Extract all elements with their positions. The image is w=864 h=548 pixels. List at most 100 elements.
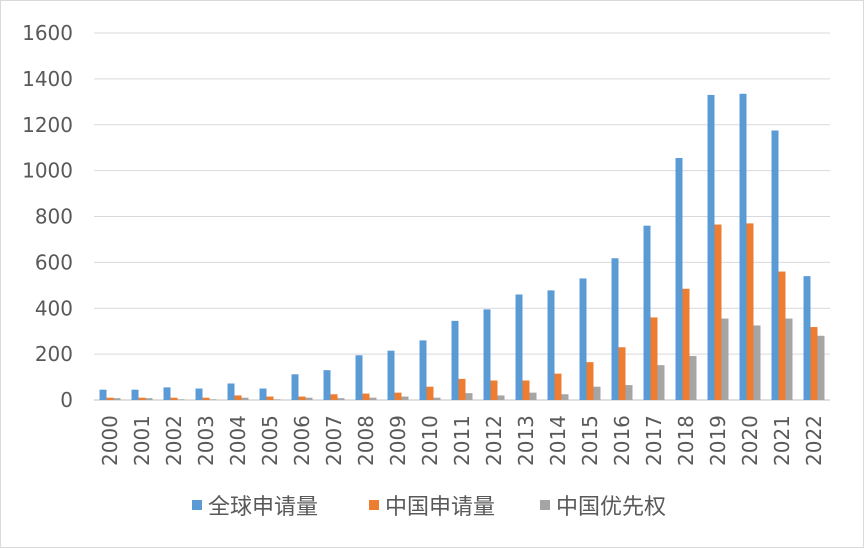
bar <box>401 396 409 400</box>
bar <box>714 224 722 400</box>
legend-label: 全球申请量 <box>208 495 318 520</box>
x-tick-label: 2016 <box>610 415 634 466</box>
bar <box>522 380 530 400</box>
y-tick-label: 800 <box>35 205 73 229</box>
x-tick-label: 2003 <box>194 415 218 466</box>
bar <box>170 397 178 400</box>
x-tick-label: 2005 <box>258 415 282 466</box>
bars <box>99 93 825 401</box>
bar <box>433 397 441 400</box>
x-tick-label: 2015 <box>578 415 602 466</box>
bar <box>138 397 146 400</box>
bar <box>593 386 601 400</box>
bar <box>291 374 299 400</box>
bar <box>554 373 562 400</box>
bar <box>362 393 370 400</box>
bar <box>234 395 242 400</box>
bar <box>810 327 818 400</box>
bar <box>387 350 395 400</box>
bar <box>298 396 306 400</box>
bar <box>355 355 363 400</box>
bar <box>739 93 747 401</box>
bar <box>145 398 153 400</box>
y-tick-label: 1000 <box>22 159 73 183</box>
legend-swatch <box>369 500 379 510</box>
legend-label: 中国申请量 <box>385 495 495 520</box>
x-tick-label: 2008 <box>354 415 378 466</box>
bar <box>305 397 313 400</box>
bar <box>618 347 626 400</box>
bar <box>113 398 121 400</box>
bar <box>99 389 107 400</box>
x-tick-label: 2009 <box>386 415 410 466</box>
bar <box>529 392 537 400</box>
legend-label: 中国优先权 <box>556 495 666 520</box>
bar <box>337 398 345 400</box>
bar <box>625 385 633 400</box>
bar <box>753 325 761 400</box>
x-tick-label: 2017 <box>642 415 666 466</box>
bar <box>131 389 139 400</box>
bar <box>803 276 811 400</box>
bar <box>483 309 491 400</box>
bar <box>426 386 434 400</box>
y-tick-label: 1600 <box>22 21 73 45</box>
bar <box>579 278 587 400</box>
bar <box>458 378 466 400</box>
bar <box>515 294 523 400</box>
bar <box>721 318 729 400</box>
x-tick-label: 2006 <box>290 415 314 466</box>
y-tick-label: 200 <box>35 342 73 366</box>
bar <box>369 397 377 400</box>
bar <box>163 387 171 400</box>
bar <box>241 397 249 400</box>
bar <box>707 94 715 401</box>
x-tick-label: 2022 <box>802 415 826 466</box>
bar <box>490 380 498 400</box>
bar <box>643 225 651 400</box>
gridlines <box>94 32 830 401</box>
bar <box>778 271 786 400</box>
x-tick-label: 2007 <box>322 415 346 466</box>
y-tick-label: 600 <box>35 250 73 274</box>
bar <box>657 365 665 400</box>
x-axis: 2000 2001 2002 2003 2004 2005 2006 2007 2008 2009… <box>98 415 826 466</box>
bar <box>611 258 619 400</box>
bar <box>195 388 203 400</box>
bar <box>682 288 690 400</box>
bar <box>209 399 217 400</box>
y-axis: 0 200 400 600 800 1000 1200 1400 1600 <box>22 21 73 412</box>
x-tick-label: 2001 <box>130 415 154 466</box>
x-tick-label: 2021 <box>770 415 794 466</box>
x-tick-label: 2012 <box>482 415 506 466</box>
bar <box>330 394 338 400</box>
y-tick-label: 1400 <box>22 67 73 91</box>
bar <box>177 399 185 400</box>
bar <box>689 355 697 400</box>
bar <box>273 399 281 400</box>
x-tick-label: 2004 <box>226 415 250 466</box>
bar <box>266 396 274 400</box>
bar <box>323 370 331 400</box>
legend-swatch <box>540 500 550 510</box>
bar <box>785 318 793 400</box>
bar <box>650 317 658 400</box>
bar <box>586 362 594 400</box>
x-tick-label: 2014 <box>546 415 570 466</box>
bar <box>771 130 779 400</box>
bar <box>106 397 114 400</box>
bar <box>394 392 402 400</box>
bar <box>547 290 555 400</box>
bar <box>419 340 427 400</box>
bar <box>746 223 754 400</box>
bar <box>227 383 235 400</box>
bar <box>497 395 505 400</box>
y-tick-label: 1200 <box>22 113 73 137</box>
bar <box>202 397 210 400</box>
x-tick-label: 2018 <box>674 415 698 466</box>
x-tick-label: 2002 <box>162 415 186 466</box>
legend: 全球申请量 中国申请量 中国优先权 <box>192 495 666 520</box>
bar <box>465 393 473 400</box>
x-tick-label: 2019 <box>706 415 730 466</box>
